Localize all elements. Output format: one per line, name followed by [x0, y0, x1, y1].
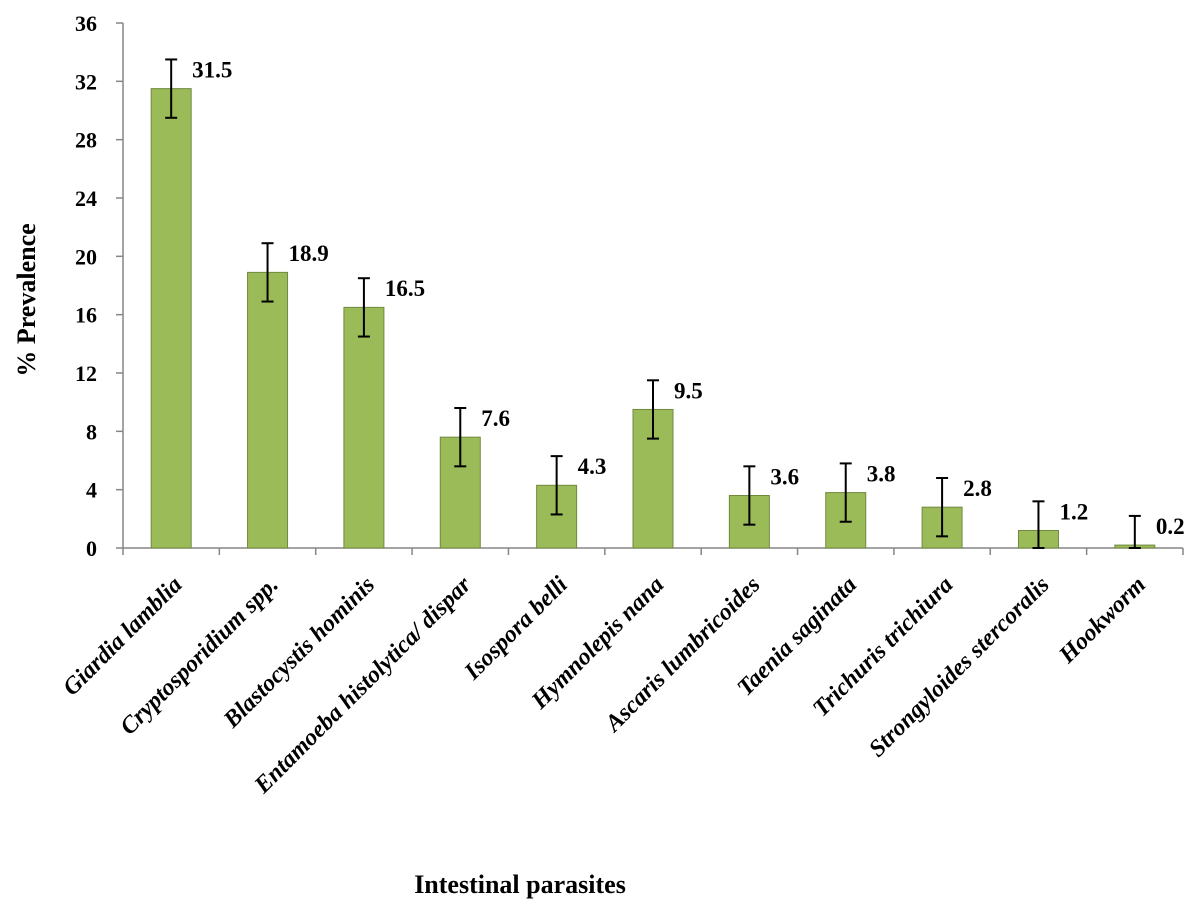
bar: [247, 271, 289, 549]
error-bar: [647, 379, 659, 440]
y-tick-label: 32: [75, 69, 97, 94]
error-bar: [936, 477, 949, 538]
data-label: 31.5: [192, 57, 232, 82]
y-tick-label: 16: [75, 303, 97, 328]
data-label: 0.2: [1156, 514, 1185, 539]
y-tick-label: 4: [86, 478, 97, 503]
error-bar: [839, 462, 852, 523]
error-bar: [743, 465, 756, 526]
axes-layer: 0 4 8 12 16 20 24 28 32 36: [75, 11, 1184, 561]
y-tick-label: 8: [86, 419, 97, 444]
error-bar: [357, 277, 370, 338]
category-label: Hookworm: [1054, 572, 1151, 669]
y-tick-label: 24: [75, 186, 97, 211]
data-label: 9.5: [674, 378, 703, 403]
data-label: 7.6: [481, 406, 510, 431]
data-label: 16.5: [385, 276, 425, 301]
y-tick-label: 20: [75, 244, 97, 269]
error-bar: [261, 242, 274, 303]
error-bar: [1032, 500, 1045, 549]
error-bar: [550, 455, 563, 516]
data-label: 18.9: [289, 241, 329, 266]
bars-layer: [150, 58, 1156, 549]
category-label: Ascaris lumbricoides: [599, 572, 765, 738]
y-tick-label: 12: [75, 361, 97, 386]
error-bar: [454, 407, 467, 468]
bar: [536, 484, 578, 549]
error-bar: [165, 58, 178, 119]
error-bar: [1128, 514, 1141, 549]
x-axis-title: Intestinal parasites: [414, 870, 626, 899]
y-axis-title: % Prevalence: [12, 223, 41, 376]
data-label: 2.8: [963, 476, 992, 501]
data-label: 3.8: [867, 461, 896, 486]
data-label: 1.2: [1059, 499, 1088, 524]
y-tick-label: 28: [75, 128, 97, 153]
y-tick-label: 36: [75, 11, 97, 36]
bar: [439, 436, 481, 549]
category-label: Cryptosporidium spp.: [115, 572, 283, 740]
y-tick-label: 0: [86, 536, 97, 561]
bar: [150, 88, 192, 549]
data-label: 4.3: [578, 454, 607, 479]
data-label: 3.6: [770, 464, 799, 489]
bar: [343, 306, 385, 549]
category-label: Strongyloides stercoralis: [864, 572, 1054, 762]
